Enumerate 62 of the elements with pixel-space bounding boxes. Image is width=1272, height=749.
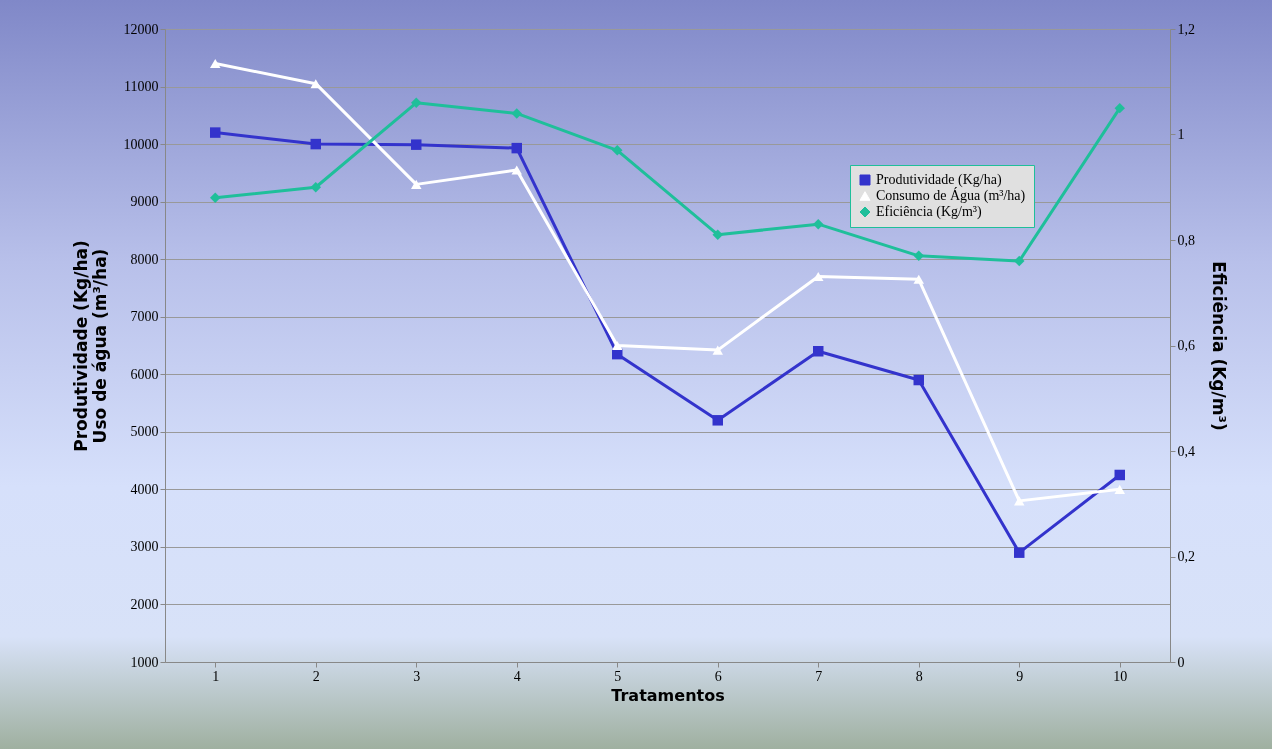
point [511,108,522,119]
y2-tick-label: 0,2 [1177,549,1195,564]
point [411,179,422,189]
y-tick-label: 8000 [130,251,159,267]
point [511,142,522,154]
point [612,340,623,351]
y-tick-label: 7000 [130,309,159,325]
point [1014,255,1025,267]
point [813,346,824,357]
y-tick-label: 12000 [123,21,159,37]
x-tick-label: 8 [915,668,923,684]
y-tick-label: 11000 [124,79,159,95]
point [1114,469,1125,481]
y-tick-label: 4000 [130,481,159,497]
y2-tick-label: 1 [1177,127,1185,142]
point [210,127,221,138]
y-tick-label: 3000 [130,539,159,555]
point [411,97,422,109]
point [913,374,924,386]
point [310,182,321,193]
point [310,79,321,89]
point [913,274,924,284]
y-tick-label: 10000 [123,136,159,152]
y2-tick-label: 1,2 [1177,21,1195,37]
x-tick-label: 3 [413,668,421,684]
point [1114,484,1125,494]
y-tick-label: 5000 [130,424,159,440]
x-axis-title: Tratamentos [611,685,725,705]
x-tick-label: 6 [714,668,722,684]
x-tick-label: 1 [212,668,220,684]
y-tick-label: 9000 [130,194,159,210]
x-tick-label: 10 [1113,668,1128,684]
y2-tick-label: 0,8 [1177,232,1195,248]
point [913,250,924,262]
y2-tick-label: 0 [1177,654,1185,670]
point [712,345,723,355]
y-tick-label: 1000 [130,654,159,670]
point [210,192,221,204]
point [813,218,824,230]
x-tick-label: 5 [614,668,622,684]
y-tick-label: 2000 [130,596,159,612]
legend-label: Eficiência (Kg/m³) [876,204,982,220]
point [411,139,422,150]
y2-tick-label: 0,4 [1177,443,1195,459]
point [1014,547,1025,558]
point [712,229,723,240]
legend-label: Consumo de Água (m³/ha) [876,187,1026,204]
point [1114,102,1125,114]
point [210,58,221,69]
x-tick-label: 2 [312,668,320,684]
point [612,145,623,156]
point [712,415,723,426]
legend-label: Produtividade (Kg/ha) [876,172,1002,188]
y2-axis-title: Eficiência (Kg/m³) [1209,261,1229,431]
point [310,138,321,150]
x-tick-label: 7 [815,668,823,684]
x-tick-label: 9 [1016,668,1024,684]
y-axis-title: Produtividade (Kg/ha) Uso de água (m³/ha) [70,240,110,452]
point [511,165,522,175]
y2-tick-label: 0,6 [1177,338,1195,353]
x-tick-label: 4 [513,668,521,684]
y-tick-label: 6000 [130,366,159,382]
